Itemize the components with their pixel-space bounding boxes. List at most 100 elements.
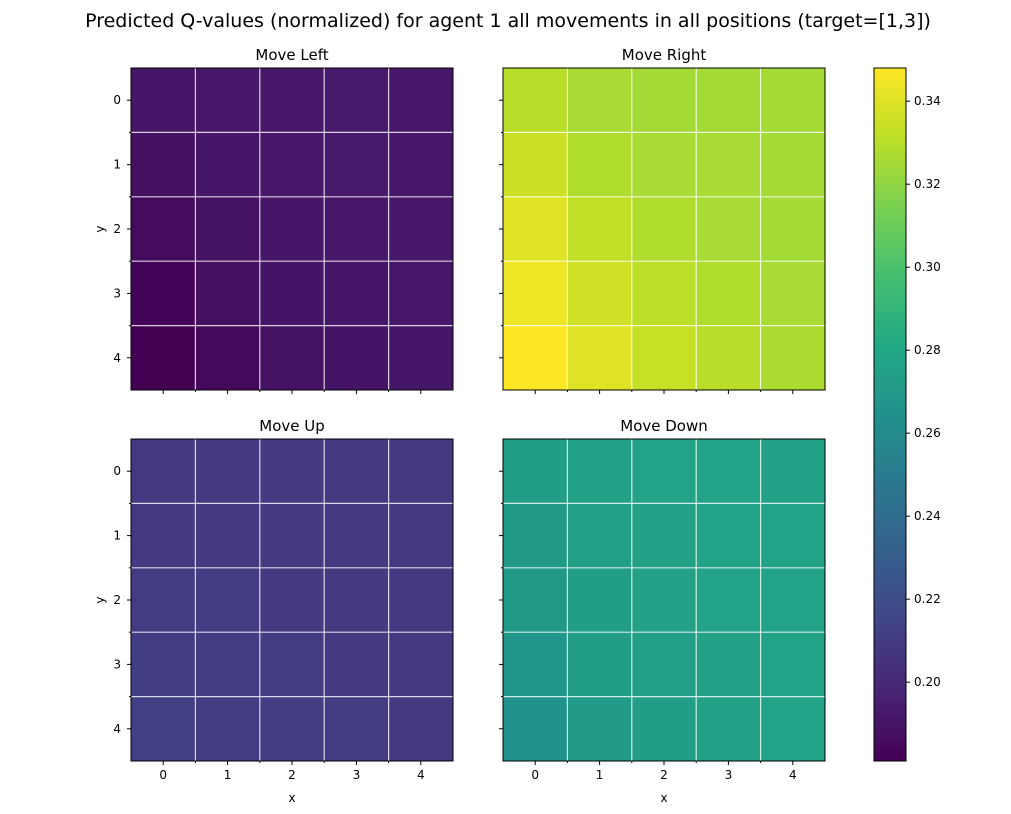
heatmap-panels: 0 1 2 3 4 Move Left y Move Right 0 1 2 3 4 0 1 2 3 4 Move …: [93, 46, 826, 805]
heatmap-cell: [760, 696, 826, 762]
heatmap-cell: [259, 261, 325, 327]
heatmap-cell: [567, 503, 633, 569]
x-tick-label: 4: [417, 768, 425, 782]
y-tick-label: 2: [113, 593, 121, 607]
heatmap-cell: [131, 261, 196, 327]
heatmap-cell: [503, 567, 568, 633]
panel-title: Move Up: [259, 417, 325, 435]
heatmap-cell: [696, 261, 762, 327]
heatmap-cell: [324, 632, 390, 698]
heatmap-cell: [760, 68, 826, 133]
y-tick-label: 1: [113, 158, 121, 172]
heatmap-cell: [195, 325, 261, 391]
heatmap-cell: [195, 632, 261, 698]
colorbar-tick-label: 0.26: [914, 426, 941, 440]
colorbar-tick-label: 0.22: [914, 592, 941, 606]
heatmap-cell: [696, 196, 762, 262]
x-tick-label: 2: [660, 768, 668, 782]
heatmap-cell: [259, 325, 325, 391]
colorbar-tick-label: 0.34: [914, 94, 941, 108]
heatmap-cell: [195, 68, 261, 133]
y-tick-label: 3: [113, 657, 121, 671]
colorbar-tick-label: 0.24: [914, 509, 941, 523]
heatmap-cell: [388, 325, 454, 391]
heatmap-cell: [388, 567, 454, 633]
colorbar-gradient: [874, 68, 906, 761]
x-tick-label: 0: [159, 768, 167, 782]
y-tick-label: 0: [113, 464, 121, 478]
heatmap-cell: [388, 68, 454, 133]
heatmap-cell: [503, 68, 568, 133]
heatmap-cell: [324, 68, 390, 133]
heatmap-cell: [131, 632, 196, 698]
heatmap-cell: [631, 325, 697, 391]
colorbar-tick-label: 0.28: [914, 343, 941, 357]
heatmap-cell: [388, 439, 454, 504]
heatmap-cell: [131, 567, 196, 633]
panel-title: Move Down: [620, 417, 708, 435]
y-tick-label: 2: [113, 222, 121, 236]
x-tick-label: 2: [288, 768, 296, 782]
panel-title: Move Right: [622, 46, 707, 64]
heatmap-cell: [760, 503, 826, 569]
colorbar-frame: [873, 67, 907, 762]
panel-move-right: Move Right: [499, 46, 826, 394]
heatmap-cell: [696, 696, 762, 762]
heatmap-cell: [567, 132, 633, 198]
heatmap-cell: [567, 439, 633, 504]
heatmap-cell: [696, 439, 762, 504]
heatmap-cell: [631, 132, 697, 198]
heatmap-cell: [324, 439, 390, 504]
heatmap-cell: [324, 196, 390, 262]
heatmap-cell: [631, 261, 697, 327]
x-tick-label: 3: [725, 768, 733, 782]
figure-title: Predicted Q-values (normalized) for agen…: [85, 10, 931, 32]
heatmap-cell: [760, 261, 826, 327]
colorbar-tick-label: 0.20: [914, 675, 941, 689]
heatmap-cell: [503, 503, 568, 569]
heatmap-cell: [631, 439, 697, 504]
heatmap-cell: [259, 439, 325, 504]
heatmap-cell: [131, 68, 196, 133]
heatmap-cell: [567, 567, 633, 633]
y-axis-label: y: [93, 225, 107, 232]
heatmap-cell: [631, 68, 697, 133]
heatmap-cell: [259, 567, 325, 633]
heatmap-cell: [567, 196, 633, 262]
y-axis-label: y: [93, 596, 107, 603]
heatmap-cell: [131, 696, 196, 762]
heatmap-cell: [259, 696, 325, 762]
heatmap-cell: [760, 567, 826, 633]
heatmap-cell: [760, 439, 826, 504]
y-tick-label: 1: [113, 529, 121, 543]
heatmap-cell: [195, 261, 261, 327]
panel-move-up: 0 1 2 3 4 0 1 2 3 4 Move Up x y: [93, 417, 454, 805]
heatmap-cell: [388, 261, 454, 327]
heatmap-cell: [259, 632, 325, 698]
colorbar-tick-label: 0.32: [914, 177, 941, 191]
heatmap-cell: [259, 196, 325, 262]
heatmap-cell: [567, 325, 633, 391]
panel-move-down: 0 1 2 3 4 Move Down x: [499, 417, 826, 805]
heatmap-cell: [503, 696, 568, 762]
y-tick-label: 0: [113, 93, 121, 107]
heatmap-cell: [388, 132, 454, 198]
colorbar: 0.20 0.22 0.24 0.26 0.28 0.30 0.32 0.34: [873, 67, 941, 762]
heatmap-cell: [567, 696, 633, 762]
heatmap-cell: [760, 196, 826, 262]
x-tick-label: 1: [224, 768, 232, 782]
heatmap-cell: [131, 439, 196, 504]
heatmap-cell: [388, 196, 454, 262]
heatmap-cell: [567, 68, 633, 133]
heatmap-cell: [567, 261, 633, 327]
heatmap-cell: [131, 503, 196, 569]
heatmap-cell: [503, 261, 568, 327]
heatmap-cell: [696, 567, 762, 633]
heatmap-cell: [388, 696, 454, 762]
heatmap-cell: [503, 325, 568, 391]
heatmap-cell: [195, 196, 261, 262]
heatmap-cell: [503, 632, 568, 698]
heatmap-cell: [324, 503, 390, 569]
heatmap-cell: [696, 632, 762, 698]
